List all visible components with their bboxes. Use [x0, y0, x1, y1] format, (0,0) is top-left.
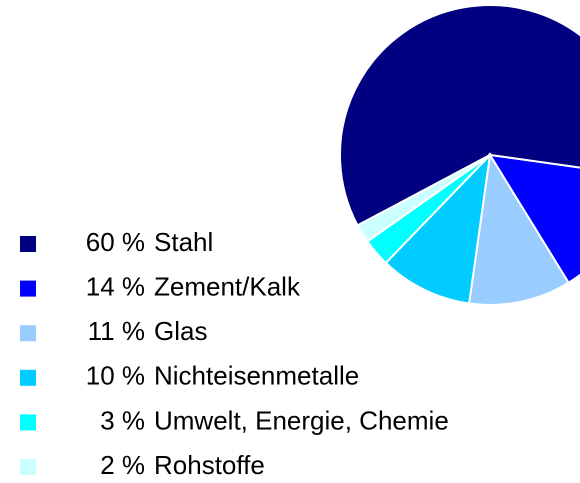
legend-swatch: [20, 414, 36, 431]
pie-slice: [384, 152, 492, 305]
legend-label: Rohstoffe: [154, 450, 265, 480]
pie-slice: [339, 4, 580, 227]
legend-value: 2 %: [100, 450, 145, 480]
legend-value: 3 %: [100, 405, 145, 435]
legend-swatch: [20, 280, 36, 297]
pie-slice: [356, 154, 491, 243]
legend-swatch: [20, 236, 36, 252]
legend-label: Stahl: [154, 227, 213, 257]
legend-value: 11 %: [88, 316, 145, 346]
legend-value: 14 %: [86, 271, 145, 301]
pie-slice: [467, 152, 570, 306]
legend-swatch: [20, 325, 36, 342]
legend-value: 10 %: [86, 361, 145, 391]
legend-label: Glas: [154, 316, 207, 346]
legend-value: 60 %: [86, 227, 145, 257]
legend-swatch: [20, 459, 36, 475]
legend-label: Zement/Kalk: [154, 271, 301, 301]
legend-label: Umwelt, Energie, Chemie: [154, 405, 449, 435]
legend-swatch: [20, 369, 36, 386]
legend-label: Nichteisenmetalle: [154, 361, 359, 391]
pie-slice: [488, 153, 580, 285]
